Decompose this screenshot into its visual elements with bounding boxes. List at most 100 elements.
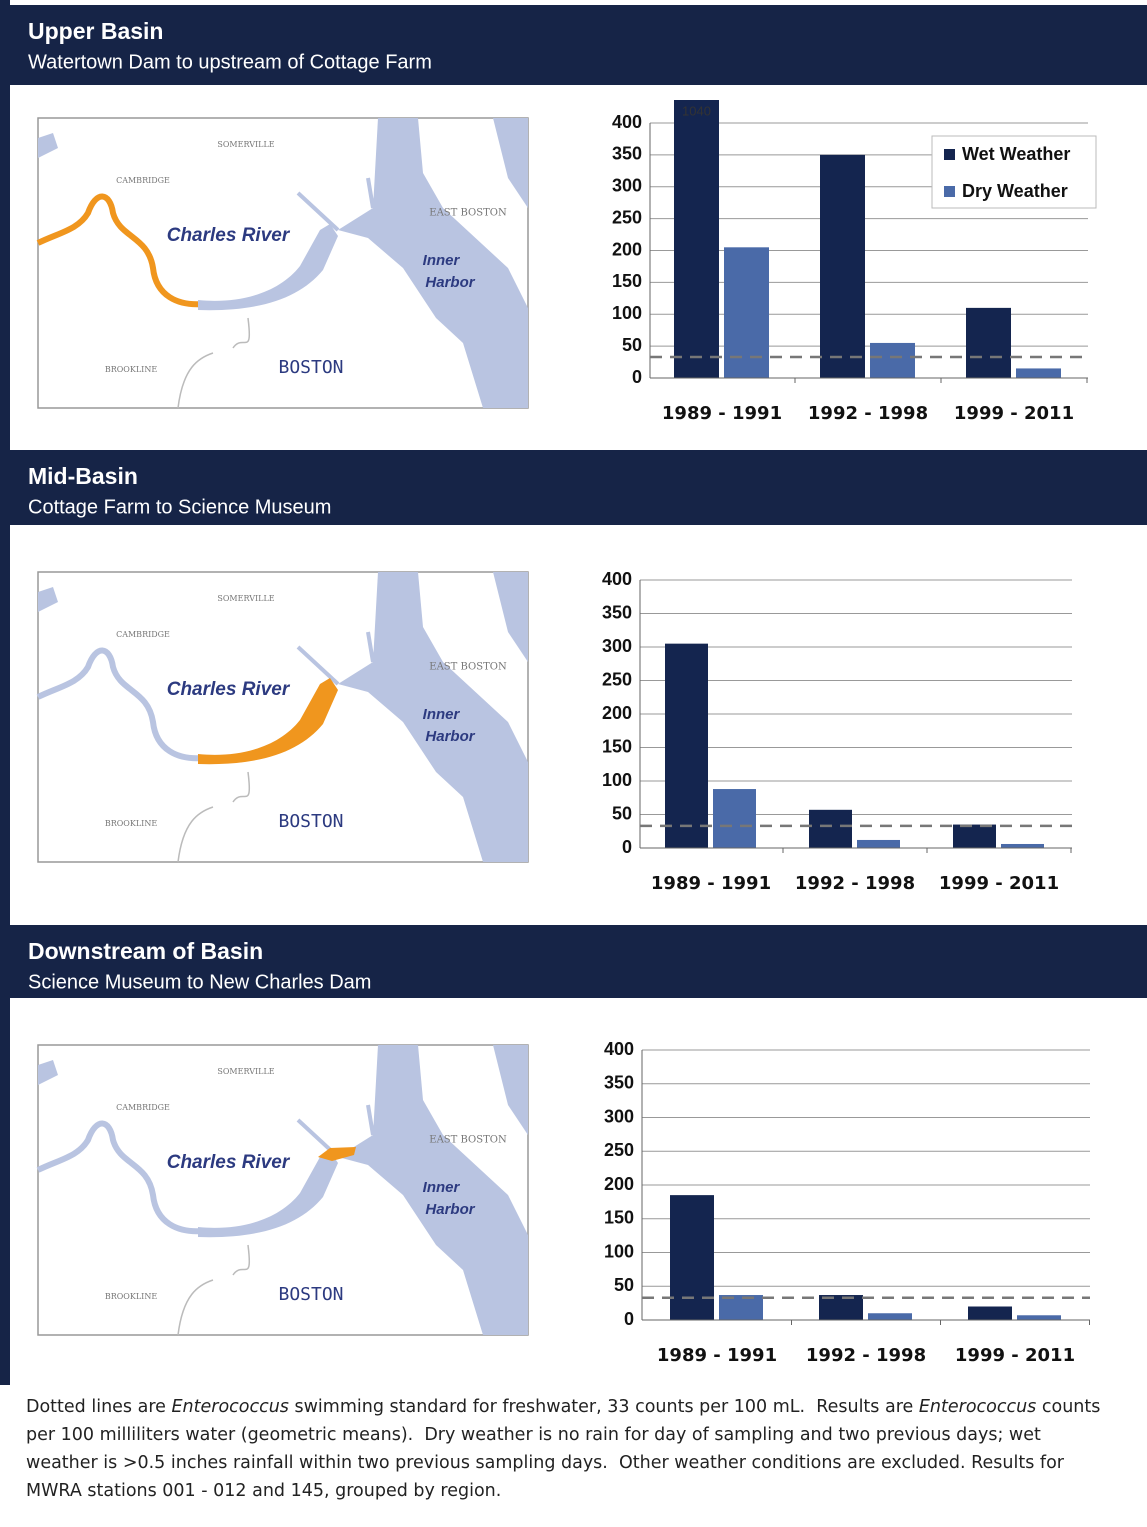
section-subtitle: Watertown Dam to upstream of Cottage Far… xyxy=(28,51,432,73)
map-label: BOSTON xyxy=(278,811,343,832)
y-tick-label: 0 xyxy=(622,837,632,857)
x-tick-label: 1989 - 1991 xyxy=(662,403,782,424)
y-tick-label: 200 xyxy=(602,703,632,723)
water xyxy=(38,1060,58,1085)
x-tick-label: 1999 - 2011 xyxy=(954,403,1074,424)
y-tick-label: 0 xyxy=(624,1309,634,1329)
bar xyxy=(1001,843,1044,848)
bar xyxy=(857,839,900,848)
map-label: BROOKLINE xyxy=(105,365,157,374)
left-border xyxy=(0,0,10,1385)
bars xyxy=(665,643,1044,848)
y-tick-label: 300 xyxy=(612,176,642,196)
map-label: Charles River xyxy=(167,679,291,700)
water xyxy=(493,572,528,662)
map: SOMERVILLE CAMBRIDGE EAST BOSTON BROOKLINE C… xyxy=(36,1044,529,1336)
roads xyxy=(177,317,251,409)
value-label: 1040 xyxy=(682,103,711,118)
section-header xyxy=(10,450,1147,525)
map-label: SOMERVILLE xyxy=(217,140,274,149)
section-header xyxy=(10,925,1147,998)
bar xyxy=(968,1306,1012,1320)
water xyxy=(493,118,528,208)
y-tick-label: 200 xyxy=(604,1174,634,1194)
map-label: EAST BOSTON xyxy=(429,662,507,673)
bar xyxy=(819,1295,863,1320)
footnote: Dotted lines are Enterococcus swimming s… xyxy=(26,1393,1116,1505)
section-title: Mid-Basin xyxy=(28,463,138,489)
map-label: BROOKLINE xyxy=(105,819,157,828)
roads xyxy=(177,771,251,863)
map-label: BOSTON xyxy=(278,1284,343,1305)
harbor xyxy=(338,1045,528,1335)
bar xyxy=(820,154,865,378)
bar xyxy=(870,342,915,378)
y-tick-label: 300 xyxy=(604,1106,634,1126)
bar xyxy=(719,1295,763,1320)
river xyxy=(36,1120,204,1235)
map-label: CAMBRIDGE xyxy=(116,630,170,639)
harbor xyxy=(338,118,528,408)
y-tick-label: 100 xyxy=(604,1241,634,1261)
legend-swatch xyxy=(944,186,955,197)
water xyxy=(38,133,58,158)
map-label: BOSTON xyxy=(278,357,343,378)
x-tick-label: 1999 - 2011 xyxy=(955,1345,1075,1366)
bar xyxy=(1016,368,1061,378)
x-tick-label: 1992 - 1998 xyxy=(795,873,915,894)
bar xyxy=(809,809,852,848)
legend-box xyxy=(931,135,1097,209)
harbor-channel xyxy=(296,177,375,232)
map-label: Harbor xyxy=(425,728,475,745)
y-tick-label: 350 xyxy=(602,602,632,622)
map-label: BROOKLINE xyxy=(105,1292,157,1301)
y-tick-label: 400 xyxy=(602,569,632,589)
x-tick-label: 1989 - 1991 xyxy=(657,1345,777,1366)
x-tick-label: 1992 - 1998 xyxy=(808,403,928,424)
river xyxy=(36,647,204,762)
bar xyxy=(665,643,708,848)
legend-label: Wet Weather xyxy=(962,144,1070,164)
bar xyxy=(868,1313,912,1320)
y-tick-label: 250 xyxy=(604,1140,634,1160)
y-tick-label: 300 xyxy=(602,636,632,656)
map-label: SOMERVILLE xyxy=(217,1067,274,1076)
map-label: Harbor xyxy=(425,1201,475,1218)
footnote-text: swimming standard for freshwater, 33 cou… xyxy=(288,1397,919,1417)
section-subtitle: Science Museum to New Charles Dam xyxy=(28,971,371,993)
map-label: CAMBRIDGE xyxy=(116,1103,170,1112)
section-title: Upper Basin xyxy=(28,18,163,44)
harbor xyxy=(338,572,528,862)
bar xyxy=(953,824,996,848)
river xyxy=(36,193,204,308)
legend-label: Dry Weather xyxy=(962,181,1068,201)
x-tick-label: 1989 - 1991 xyxy=(651,873,771,894)
italic-term: Enterococcus xyxy=(171,1397,289,1417)
basin xyxy=(198,224,338,311)
map-label: SOMERVILLE xyxy=(217,594,274,603)
y-tick-label: 250 xyxy=(602,669,632,689)
basin xyxy=(198,678,338,765)
section-subtitle: Cottage Farm to Science Museum xyxy=(28,496,331,518)
y-tick-label: 100 xyxy=(612,303,642,323)
x-tick-label: 1999 - 2011 xyxy=(939,873,1059,894)
y-tick-label: 50 xyxy=(614,1275,634,1295)
map-label: Inner xyxy=(423,1179,461,1196)
basin xyxy=(198,1151,338,1238)
y-tick-label: 50 xyxy=(622,335,642,355)
map-label: Charles River xyxy=(167,225,291,246)
map-label: CAMBRIDGE xyxy=(116,176,170,185)
bar xyxy=(966,307,1011,378)
water xyxy=(493,1045,528,1135)
map-label: Harbor xyxy=(425,274,475,291)
y-tick-label: 150 xyxy=(604,1208,634,1228)
bar xyxy=(713,789,756,848)
italic-term: Enterococcus xyxy=(918,1397,1037,1417)
bar xyxy=(1017,1315,1061,1320)
x-tick-label: 1992 - 1998 xyxy=(806,1345,926,1366)
footnote-text: counts per 100 milliliters water (geomet… xyxy=(26,1397,1106,1501)
map-label: Inner xyxy=(423,252,461,269)
section-title: Downstream of Basin xyxy=(28,938,263,964)
